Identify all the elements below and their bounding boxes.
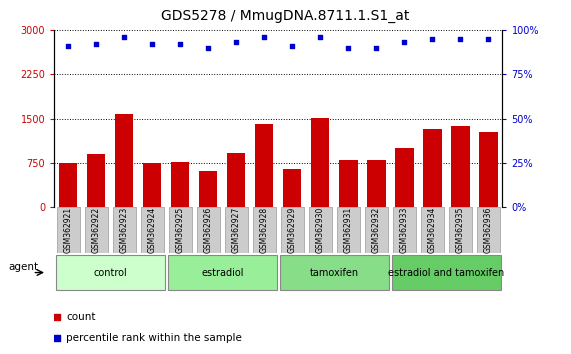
Bar bbox=[337, 207, 360, 253]
Text: GSM362929: GSM362929 bbox=[288, 207, 297, 253]
Bar bbox=[85, 207, 108, 253]
Text: GSM362934: GSM362934 bbox=[428, 207, 437, 253]
Bar bbox=[255, 125, 274, 207]
Bar bbox=[423, 129, 441, 207]
Bar bbox=[59, 163, 77, 207]
Bar bbox=[367, 160, 385, 207]
Point bbox=[400, 40, 409, 45]
Bar bbox=[199, 171, 218, 207]
Text: GSM362936: GSM362936 bbox=[484, 207, 493, 253]
Point bbox=[148, 41, 157, 47]
Text: GSM362926: GSM362926 bbox=[204, 207, 213, 253]
Text: tamoxifen: tamoxifen bbox=[310, 268, 359, 278]
Point bbox=[53, 314, 62, 320]
Bar bbox=[171, 162, 190, 207]
Text: GSM362932: GSM362932 bbox=[372, 207, 381, 253]
Bar bbox=[87, 154, 106, 207]
Bar bbox=[55, 255, 165, 290]
Bar bbox=[339, 160, 357, 207]
Point bbox=[260, 34, 269, 40]
Bar bbox=[451, 126, 469, 207]
Text: control: control bbox=[94, 268, 127, 278]
Text: estradiol and tamoxifen: estradiol and tamoxifen bbox=[388, 268, 505, 278]
Bar bbox=[309, 207, 332, 253]
Bar bbox=[395, 148, 413, 207]
Bar bbox=[168, 255, 277, 290]
Bar bbox=[227, 153, 246, 207]
Point bbox=[53, 335, 62, 341]
Bar bbox=[115, 114, 134, 207]
Text: GSM362933: GSM362933 bbox=[400, 207, 409, 253]
Text: GDS5278 / MmugDNA.8711.1.S1_at: GDS5278 / MmugDNA.8711.1.S1_at bbox=[162, 9, 409, 23]
Bar bbox=[480, 132, 497, 207]
Point bbox=[316, 34, 325, 40]
Point bbox=[176, 41, 185, 47]
Bar bbox=[392, 255, 501, 290]
Point bbox=[344, 45, 353, 51]
Bar bbox=[311, 118, 329, 207]
Point bbox=[120, 34, 129, 40]
Text: estradiol: estradiol bbox=[201, 268, 244, 278]
Bar bbox=[253, 207, 276, 253]
Bar bbox=[143, 163, 162, 207]
Point bbox=[64, 43, 73, 49]
Point bbox=[456, 36, 465, 42]
Point bbox=[372, 45, 381, 51]
Bar bbox=[477, 207, 500, 253]
Text: percentile rank within the sample: percentile rank within the sample bbox=[66, 332, 242, 343]
Text: GSM362928: GSM362928 bbox=[260, 207, 269, 253]
Bar bbox=[449, 207, 472, 253]
Bar bbox=[113, 207, 136, 253]
Bar bbox=[141, 207, 164, 253]
Bar bbox=[281, 207, 304, 253]
Text: count: count bbox=[66, 312, 96, 322]
Point bbox=[92, 41, 101, 47]
Bar bbox=[283, 169, 301, 207]
Point bbox=[484, 36, 493, 42]
Text: GSM362921: GSM362921 bbox=[64, 207, 73, 253]
Text: GSM362922: GSM362922 bbox=[92, 207, 100, 253]
Text: GSM362923: GSM362923 bbox=[120, 207, 129, 253]
Text: GSM362927: GSM362927 bbox=[232, 207, 241, 253]
Point bbox=[428, 36, 437, 42]
Text: agent: agent bbox=[8, 262, 38, 272]
Bar bbox=[421, 207, 444, 253]
Point bbox=[232, 40, 241, 45]
Text: GSM362924: GSM362924 bbox=[148, 207, 157, 253]
Text: GSM362935: GSM362935 bbox=[456, 207, 465, 253]
Bar bbox=[197, 207, 220, 253]
Point bbox=[288, 43, 297, 49]
Point bbox=[204, 45, 213, 51]
Bar bbox=[280, 255, 389, 290]
Bar bbox=[393, 207, 416, 253]
Bar bbox=[365, 207, 388, 253]
Bar bbox=[225, 207, 248, 253]
Bar bbox=[169, 207, 192, 253]
Text: GSM362925: GSM362925 bbox=[176, 207, 185, 253]
Text: GSM362930: GSM362930 bbox=[316, 207, 325, 253]
Bar bbox=[57, 207, 80, 253]
Text: GSM362931: GSM362931 bbox=[344, 207, 353, 253]
